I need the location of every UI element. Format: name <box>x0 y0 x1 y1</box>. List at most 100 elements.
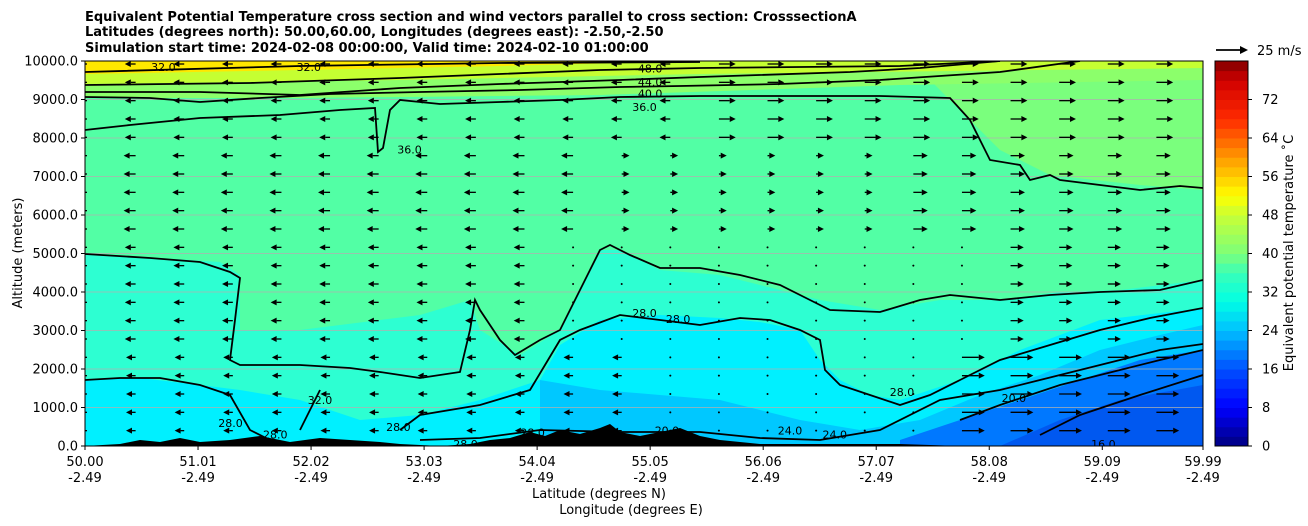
contour-label: 28.0 <box>386 421 411 434</box>
wind-vector-head <box>921 207 928 214</box>
wind-vector-head <box>1066 281 1073 287</box>
colorbar-tick-label: 8 <box>1262 401 1270 416</box>
x-tick-label-lon: -2.49 <box>1186 471 1220 486</box>
wind-vector-head <box>924 79 931 86</box>
colorbar-segment <box>1215 369 1248 380</box>
wind-vector-head <box>778 61 785 67</box>
wind-vector-head <box>562 79 569 86</box>
wind-vector-head <box>319 116 326 122</box>
wind-vector-head <box>1021 79 1028 86</box>
x-tick-label-lon: -2.49 <box>294 471 328 486</box>
wind-vector-head <box>1163 299 1170 306</box>
colorbar-tick-label: 56 <box>1262 170 1279 185</box>
wind-vector <box>960 301 963 304</box>
wind-vector-head <box>416 134 423 141</box>
wind-vector <box>863 338 866 340</box>
wind-vector-head <box>1067 152 1074 159</box>
wind-vector-head <box>817 152 824 159</box>
colorbar-segment <box>1215 417 1248 428</box>
y-tick-label: 8000.0 <box>33 132 79 147</box>
contour-label: 20.0 <box>655 425 680 438</box>
wind-vector-head <box>174 354 181 361</box>
wind-vector <box>863 264 866 267</box>
wind-vector-head <box>173 116 180 122</box>
wind-vector-head <box>367 61 374 67</box>
wind-vector-head <box>417 409 424 416</box>
wind-vector <box>572 283 575 285</box>
contour-line-28 <box>85 307 1203 441</box>
x-tick-label-lon: -2.49 <box>68 471 102 486</box>
wind-vector-head <box>222 79 229 86</box>
wind-vector-head <box>972 79 979 86</box>
wind-vector-head <box>513 134 520 141</box>
wind-vector-head <box>366 207 373 214</box>
colorbar-label: Equivalent potential temperature ˚C <box>1281 135 1297 371</box>
y-axis-label: Altitude (meters) <box>11 198 26 309</box>
contour-labels: 48.044.040.036.032.0 32.036.032.028.0 28.0… <box>151 61 1116 446</box>
wind-vector-head <box>1027 427 1034 434</box>
wind-vector-head <box>222 317 229 324</box>
wind-vector-head <box>318 207 325 214</box>
wind-vector-head <box>126 427 133 434</box>
wind-vector-head <box>366 171 373 177</box>
wind-vector-head <box>463 189 470 196</box>
wind-vector-head <box>318 152 325 159</box>
colorbar-segment <box>1215 128 1248 139</box>
colorbar-segment <box>1215 166 1248 177</box>
wind-vector-head <box>76 79 82 85</box>
wind-vector-head <box>270 116 277 122</box>
colorbar-segment <box>1215 292 1248 303</box>
colorbar-segment <box>1215 320 1248 331</box>
wind-vector-head <box>173 79 180 86</box>
colorbar-segment <box>1215 147 1248 158</box>
wind-vector-head <box>769 171 776 177</box>
contour-label: 24.0 <box>778 425 803 438</box>
wind-vector-head <box>77 373 83 379</box>
y-tick-label: 7000.0 <box>33 170 79 185</box>
wind-vector-head <box>1075 391 1082 397</box>
wind-vector-head <box>123 189 130 196</box>
wind-vector-head <box>124 79 131 86</box>
contour-label: 32.0 <box>297 61 322 74</box>
wind-vector-head <box>416 61 423 67</box>
wind-vector-head <box>77 391 83 397</box>
wind-vector-head <box>1075 372 1082 379</box>
x-tick-label-lon: -2.49 <box>1085 471 1119 486</box>
wind-vector-head <box>77 354 83 360</box>
wind-vector-head <box>124 97 131 104</box>
wind-vector <box>815 374 818 377</box>
wind-vector-head <box>875 97 882 104</box>
wind-vector <box>669 319 672 322</box>
x-tick-label-lon: -2.49 <box>181 471 215 486</box>
x-tick-label-lat: 53.03 <box>405 455 442 470</box>
wind-vector-head <box>269 152 276 159</box>
wind-vector-head <box>561 189 568 196</box>
wind-vector-head <box>978 409 985 416</box>
wind-vector <box>766 319 769 322</box>
wind-vector-head <box>465 299 472 306</box>
contour-label: 28.0 <box>666 313 691 326</box>
colorbar-segment <box>1215 282 1248 293</box>
wind-vector-head <box>561 171 568 177</box>
wind-vector-head <box>173 262 180 269</box>
wind-vector-head <box>729 134 736 141</box>
contour-line-32-mid <box>85 243 1203 379</box>
wind-vector-head <box>465 116 472 122</box>
wind-vector-head <box>1017 281 1024 287</box>
wind-vector <box>717 338 720 340</box>
wind-vector-head <box>416 299 423 306</box>
contour-label: 24.0 <box>823 428 848 441</box>
wind-vector-head <box>220 171 227 177</box>
wind-vector-head <box>612 427 619 434</box>
wind-vector-head <box>172 226 179 232</box>
wind-vector <box>815 411 818 414</box>
colorbar-tick-label: 0 <box>1262 440 1270 455</box>
wind-vector-head <box>366 189 373 196</box>
wind-vector-head <box>659 79 666 86</box>
wind-vector-head <box>1163 262 1170 269</box>
wind-vector <box>766 429 769 432</box>
wind-vector-head <box>172 189 179 196</box>
wind-vector-head <box>1066 299 1073 306</box>
wind-vector <box>620 319 623 322</box>
x-tick-label-lon: -2.49 <box>407 471 441 486</box>
